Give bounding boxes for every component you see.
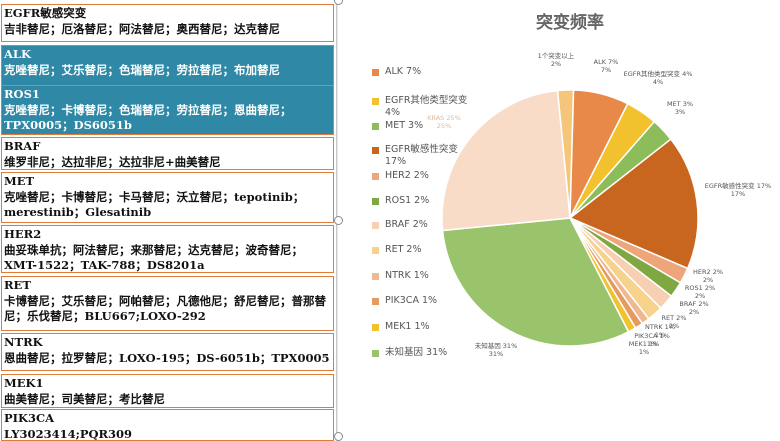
resize-handle-top-left[interactable] xyxy=(334,0,343,5)
slice-label-2: EGFR其他类型突变 4% 4% xyxy=(624,69,693,86)
resize-handle-bottom-left[interactable] xyxy=(334,432,343,441)
row-title: ALK xyxy=(4,47,32,61)
pie-chart: 突变频率 1个突变以上 2% ALK 7% 7% EGFR其他类型突变 4% 4% MET … xyxy=(427,12,771,358)
slice-label-12: 未知基因 31% 31% xyxy=(475,341,518,358)
row-drugs: 曲妥珠单抗；阿法替尼；来那替尼；达克替尼；波奇替尼；XMT-1522；TAK-7… xyxy=(4,242,303,273)
slice-label-4: EGFR敏感性突变 17% 17% xyxy=(705,181,771,198)
row-title: HER2 xyxy=(4,227,42,241)
slice-label-0: 1个突变以上 2% xyxy=(538,51,575,68)
legend-label: PIK3CA 1% xyxy=(385,295,438,306)
legend-label: 未知基因 31% xyxy=(385,347,448,358)
legend-item-4: EGFR敏感性突变 17% xyxy=(372,144,472,168)
drug-table: EGFR敏感突变 吉非替尼；厄洛替尼；阿法替尼；奥西替尼；达克替尼 ALK 克唑替尼；… xyxy=(0,0,337,441)
row-title: MEK1 xyxy=(4,376,44,390)
slice-label-7: BRAF 2% 2% xyxy=(679,300,708,316)
legend-label: ALK 7% xyxy=(385,66,422,77)
row-drugs: 克唑替尼；卡博替尼；卡马替尼；沃立替尼；tepotinib；merestinib… xyxy=(4,189,305,220)
slice-label-1: ALK 7% 7% xyxy=(594,58,619,74)
table-row-met[interactable]: MET 克唑替尼；卡博替尼；卡马替尼；沃立替尼；tepotinib；meresti… xyxy=(1,172,334,223)
table-row-her2[interactable]: HER2 曲妥珠单抗；阿法替尼；来那替尼；达克替尼；波奇替尼；XMT-1522；T… xyxy=(1,225,334,273)
legend-label: RET 2% xyxy=(385,244,422,255)
pie-slice-12[interactable] xyxy=(441,217,630,347)
legend-swatch xyxy=(372,222,379,229)
slice-label-8: RET 2% 2% xyxy=(662,314,687,330)
legend-label: BRAF 2% xyxy=(385,219,428,230)
legend-label: HER2 2% xyxy=(385,170,429,181)
legend-swatch xyxy=(372,350,379,357)
row-drugs: 恩曲替尼；拉罗替尼；LOXO-195；DS-6051b；TPX0005 xyxy=(4,350,330,365)
legend-swatch xyxy=(372,324,379,331)
slice-label-10: PIK3CA 1% 1% xyxy=(634,332,670,348)
row-title: BRAF xyxy=(4,139,41,153)
pie-slice-4[interactable] xyxy=(568,138,699,270)
legend-swatch xyxy=(372,123,379,130)
row-drugs: 吉非替尼；厄洛替尼；阿法替尼；奥西替尼；达克替尼 xyxy=(4,21,280,36)
table-row-braf[interactable]: BRAF 维罗非尼；达拉非尼；达拉非尼+曲美替尼 xyxy=(1,137,334,170)
row-title: EGFR敏感突变 xyxy=(4,6,87,20)
row-title: PIK3CA xyxy=(4,411,55,425)
slice-label-6: ROS1 2% 2% xyxy=(685,284,715,300)
chart-title: 突变频率 xyxy=(536,12,604,33)
row-drugs: 维罗非尼；达拉非尼；达拉非尼+曲美替尼 xyxy=(4,154,221,169)
resize-handle-left[interactable] xyxy=(334,216,343,225)
legend-item-3: MET 3% xyxy=(372,120,472,132)
legend-label: EGFR其他类型突变 4% xyxy=(385,95,468,118)
slice-label-9: NTRK 1% 1% xyxy=(645,323,675,339)
slice-label-11: MEK1 1% 1% xyxy=(629,340,660,356)
legend-swatch xyxy=(372,69,379,76)
row-title: MET xyxy=(4,174,35,188)
legend-label: MET 3% xyxy=(385,120,424,131)
table-row-mek1[interactable]: MEK1 曲美替尼；司美替尼；考比替尼 xyxy=(1,374,334,408)
legend-swatch xyxy=(372,298,379,305)
legend-label: EGFR敏感性突变 17% xyxy=(385,144,458,167)
legend-label: NTRK 1% xyxy=(385,270,429,281)
row-title: RET xyxy=(4,278,31,292)
legend-label: ROS1 2% xyxy=(385,195,430,206)
row-title: ROS1 xyxy=(4,87,40,101)
legend-swatch xyxy=(372,173,379,180)
legend-item-5: HER2 2% xyxy=(372,170,472,182)
legend-swatch xyxy=(372,198,379,205)
chart-area: 突变频率 1个突变以上 2% ALK 7% 7% EGFR其他类型突变 4% 4% MET … xyxy=(334,0,780,441)
legend-item-7: BRAF 2% xyxy=(372,219,472,231)
slice-label-3: MET 3% 3% xyxy=(667,100,693,116)
legend-label: MEK1 1% xyxy=(385,321,430,332)
legend-swatch xyxy=(372,273,379,280)
legend-item-8: RET 2% xyxy=(372,244,472,256)
legend-item-12: 未知基因 31% xyxy=(372,347,472,359)
row-drugs: 卡博替尼；艾乐替尼；阿帕替尼；凡德他尼；舒尼替尼；普那替尼；乐伐替尼；BLU66… xyxy=(4,293,326,324)
table-row-pik3ca[interactable]: PIK3CA LY3023414;PQR309 xyxy=(1,409,334,441)
row-drugs: LY3023414;PQR309 xyxy=(4,426,133,441)
table-row-alk[interactable]: ALK 克唑替尼；艾乐替尼；色瑞替尼；劳拉替尼；布加替尼 xyxy=(1,45,334,86)
legend-item-6: ROS1 2% xyxy=(372,195,472,207)
row-drugs: 克唑替尼；艾乐替尼；色瑞替尼；劳拉替尼；布加替尼 xyxy=(4,62,280,77)
legend-swatch xyxy=(372,147,379,154)
table-row-ntrk[interactable]: NTRK 恩曲替尼；拉罗替尼；LOXO-195；DS-6051b；TPX0005 xyxy=(1,333,334,371)
pie-slice-13[interactable] xyxy=(441,89,571,232)
row-title: NTRK xyxy=(4,335,43,349)
legend-swatch xyxy=(372,98,379,105)
table-row-ret[interactable]: RET 卡博替尼；艾乐替尼；阿帕替尼；凡德他尼；舒尼替尼；普那替尼；乐伐替尼；BL… xyxy=(1,276,334,331)
slice-label-13: KRAS 25% 25% xyxy=(427,114,461,130)
row-drugs: 曲美替尼；司美替尼；考比替尼 xyxy=(4,391,165,406)
table-row-egfr敏感突变[interactable]: EGFR敏感突变 吉非替尼；厄洛替尼；阿法替尼；奥西替尼；达克替尼 xyxy=(1,4,334,42)
legend-swatch xyxy=(372,247,379,254)
slice-label-5: HER2 2% 2% xyxy=(693,268,723,284)
table-row-ros1[interactable]: ROS1 克唑替尼；卡博替尼；色瑞替尼；劳拉替尼；恩曲替尼；TPX0005；DS6… xyxy=(1,85,334,135)
row-drugs: 克唑替尼；卡博替尼；色瑞替尼；劳拉替尼；恩曲替尼；TPX0005；DS6051b xyxy=(4,102,292,133)
legend-item-2: EGFR其他类型突变 4% xyxy=(372,95,472,119)
legend-item-1: ALK 7% xyxy=(372,66,472,78)
legend-item-9: NTRK 1% xyxy=(372,270,472,282)
legend-item-11: MEK1 1% xyxy=(372,321,472,333)
legend-item-10: PIK3CA 1% xyxy=(372,295,472,307)
